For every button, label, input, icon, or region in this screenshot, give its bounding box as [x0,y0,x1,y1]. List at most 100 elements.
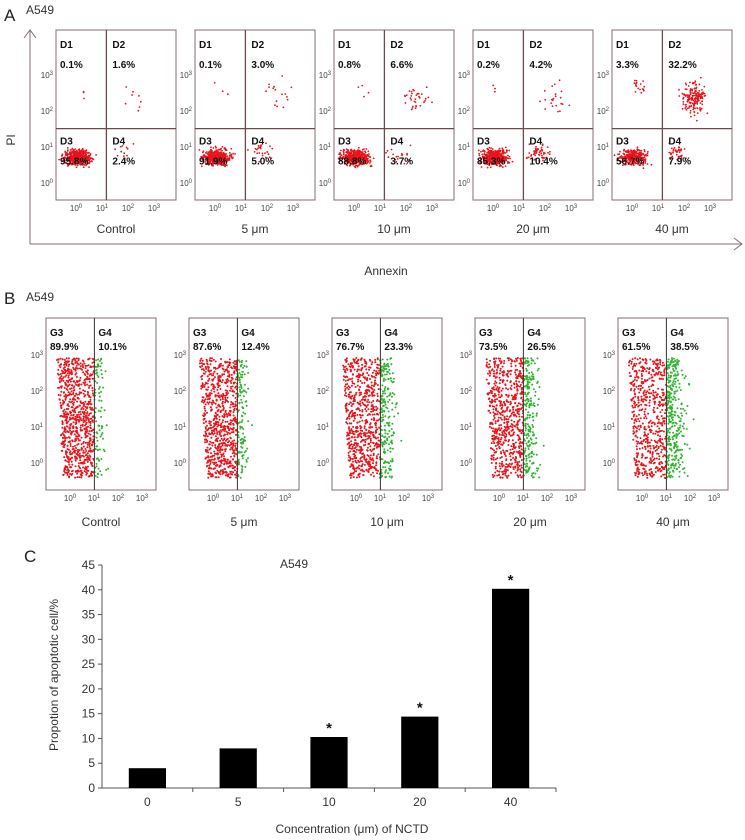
y-tick-label: 101 [460,423,473,432]
quadrant-label-d3: D3 [338,137,351,148]
bar [310,737,348,788]
x-tick-label: 102 [122,204,135,213]
y-tick-label: 100 [174,459,187,468]
region-value-g3: 61.5% [622,342,650,353]
y-tick-label: 100 [460,459,473,468]
y-tick-label: 103 [460,351,473,360]
quadrant-value-d3: 95.8% [60,157,88,168]
x-tick-label: 101 [517,494,530,503]
x-tick-label: 100 [209,204,222,213]
x-tick-label: 101 [660,494,673,503]
region-value-g4: 23.3% [384,342,412,353]
y-tick-label: 102 [319,107,332,116]
x-tick-label: 100 [493,494,506,503]
region-value-g3: 76.7% [336,342,364,353]
region-value-g4: 38.5% [670,342,698,353]
y-tick-label: 103 [603,351,616,360]
y-tick-label: 40 [82,583,96,597]
plot-frame [55,29,177,201]
y-tick-label: 101 [174,423,187,432]
panel-a-cell-line: A549 [26,3,54,17]
cell-cycle-plot: G3 G4 89.9% 10.1% 100 100 101 101 102 102 103 103 Co… [31,317,157,529]
cell-cycle-plot: G3 G4 87.6% 12.4% 100 100 101 101 102 102 103 103 5 … [174,317,300,529]
y-tick-label: 103 [180,71,193,80]
panel-a-x-label: Annexin [364,264,407,278]
x-tick-label: 103 [565,494,578,503]
quadrant-value-d2: 1.6% [112,60,135,71]
quadrant-label-d1: D1 [199,40,212,51]
plot-frame [331,317,443,491]
plot-frame [611,29,733,201]
x-tick-label: 100 [487,204,500,213]
event-dots [485,357,545,479]
quadrant-label-d2: D2 [390,40,403,51]
x-tick-label: 103 [136,494,149,503]
x-tick-label: 101 [513,204,526,213]
significance-marker: * [508,572,514,589]
panel-c: C A549 Propotion of apoptotic cell/% Con… [24,547,557,836]
quadrant-value-d3: 91.9% [199,157,227,168]
quadrant-label-d2: D2 [668,40,681,51]
event-dots [198,75,293,168]
y-tick-label: 102 [460,387,473,396]
chart-y-label: Propotion of apoptotic cell/% [47,599,61,751]
condition-label: Control [97,222,136,236]
quadrant-value-d2: 6.6% [390,60,413,71]
region-value-g4: 26.5% [527,342,555,353]
y-tick-label: 0 [88,781,95,795]
y-tick-label: 20 [82,682,96,696]
quadrant-label-d2: D2 [529,40,542,51]
annexin-pi-plot: D1 D2 D3 D4 0.2% 4.2% 85.3% 10.4% 100 100 101 101 10… [458,29,594,236]
cell-cycle-plot: G3 G4 73.5% 26.5% 100 100 101 101 102 102 103 103 20… [460,317,586,529]
x-tick-label: 102 [261,204,274,213]
y-tick-label: 100 [458,179,471,188]
quadrant-label-d1: D1 [477,40,490,51]
panel-a-plots: D1 D2 D3 D4 0.1% 1.6% 95.8% 2.4% 100 100 101 101 102… [41,29,733,236]
quadrant-value-d1: 0.1% [199,60,222,71]
chart-title: A549 [280,557,308,571]
y-tick-label: 102 [317,387,330,396]
x-tick-label: 5 [235,795,242,809]
quadrant-value-d4: 10.4% [529,157,557,168]
x-tick-label: 103 [704,204,717,213]
x-tick-label: 100 [207,494,220,503]
y-tick-label: 102 [174,387,187,396]
panel-a-y-arrowhead [23,29,37,39]
panel-a-x-arrowhead [733,237,743,251]
y-tick-label: 100 [603,459,616,468]
y-tick-label: 30 [82,632,96,646]
x-tick-label: 40 [504,795,518,809]
quadrant-label-d1: D1 [60,40,73,51]
x-tick-label: 100 [626,204,639,213]
quadrant-value-d1: 0.8% [338,60,361,71]
panel-a-y-label: PI [4,134,18,145]
condition-label: 10 μm [377,222,411,236]
region-label-g3: G3 [479,328,493,339]
x-tick-label: 103 [148,204,161,213]
condition-label: 5 μm [242,222,269,236]
y-tick-label: 103 [174,351,187,360]
quadrant-value-d4: 5.0% [251,157,274,168]
x-tick-label: 20 [413,795,427,809]
x-tick-label: 103 [708,494,721,503]
condition-label: 10 μm [370,515,404,529]
quadrant-value-d2: 4.2% [529,60,552,71]
x-tick-label: 102 [684,494,697,503]
condition-label: 40 μm [656,515,690,529]
y-tick-label: 45 [82,558,96,572]
quadrant-label-d4: D4 [390,137,403,148]
region-label-g3: G3 [193,328,207,339]
quadrant-value-d1: 3.3% [616,60,639,71]
y-tick-label: 100 [41,179,54,188]
region-label-g4: G4 [670,328,684,339]
bar-chart: 0 5 10 15 20 25 30 35 40 45 0 5 10 * 20 * 40 * [82,558,557,809]
y-tick-label: 103 [458,71,471,80]
y-tick-label: 35 [82,608,96,622]
quadrant-value-d4: 3.7% [390,157,413,168]
y-tick-label: 102 [458,107,471,116]
quadrant-label-d3: D3 [477,137,490,148]
quadrant-label-d3: D3 [60,137,73,148]
chart-x-label: Concentration (μm) of NCTD [276,822,429,836]
quadrant-label-d4: D4 [668,137,681,148]
